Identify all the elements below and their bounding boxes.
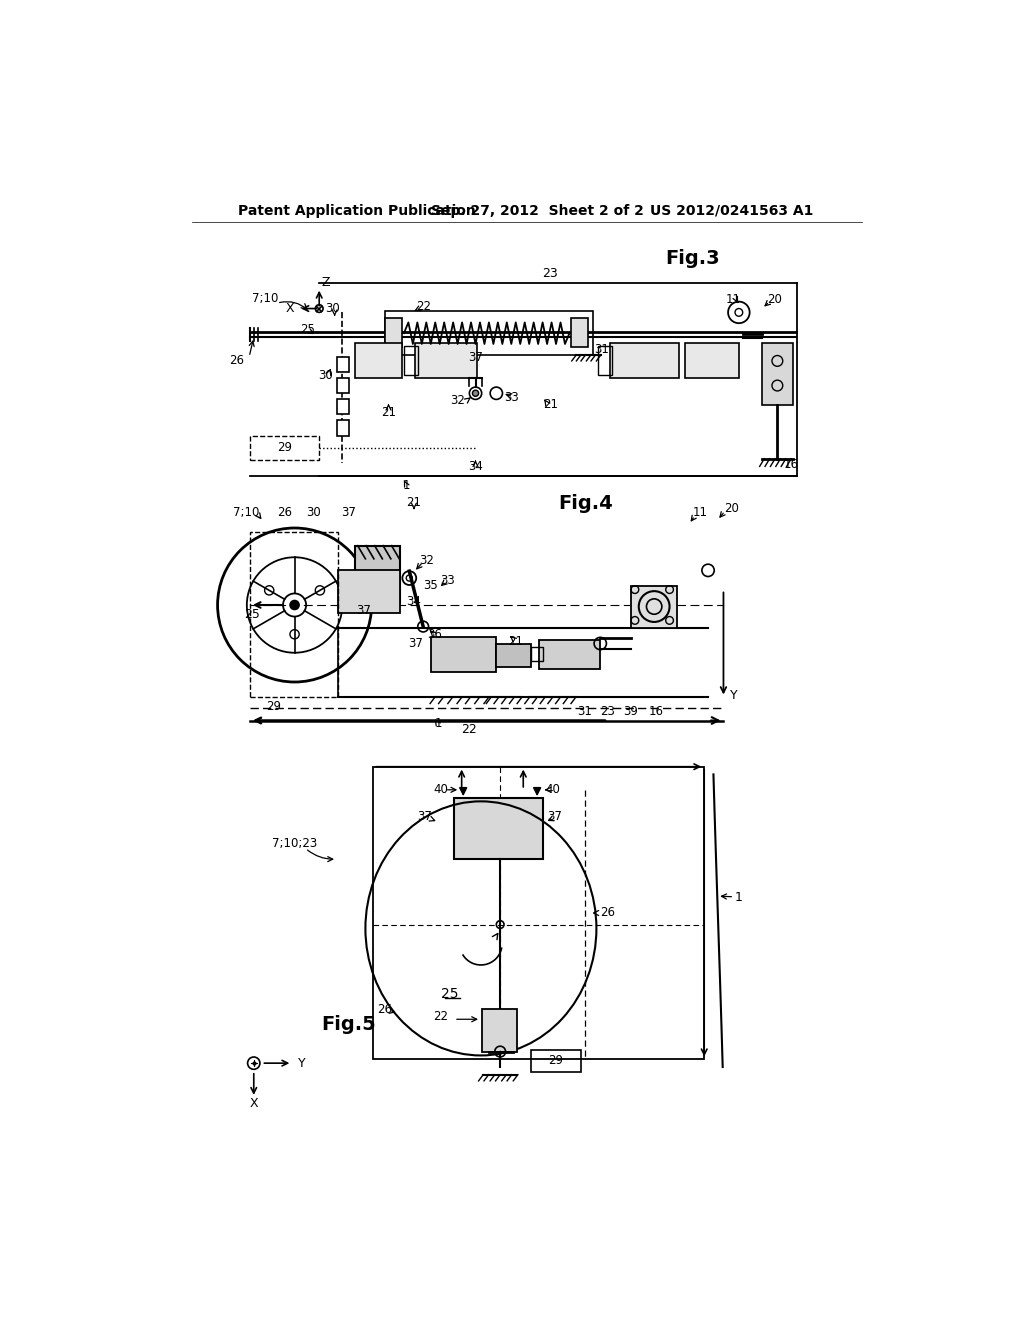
Text: 37: 37 [341, 506, 356, 519]
Text: 40: 40 [545, 783, 560, 796]
Text: Fig.4: Fig.4 [558, 494, 612, 513]
Text: 39: 39 [624, 705, 639, 718]
Text: 20: 20 [724, 502, 738, 515]
Text: 37: 37 [408, 638, 423, 649]
Bar [631, 586, 677, 628]
Text: 21: 21 [508, 635, 523, 648]
Text: 23: 23 [600, 705, 615, 718]
Bar [482, 1010, 517, 1052]
Text: 7;10: 7;10 [232, 506, 259, 519]
Bar [685, 343, 739, 378]
Text: 30: 30 [325, 302, 340, 315]
Text: 29: 29 [278, 441, 292, 454]
Text: 32: 32 [420, 554, 434, 566]
Text: Y: Y [730, 689, 737, 702]
Bar [539, 640, 600, 669]
Text: 23: 23 [543, 268, 558, 280]
Text: 7;10: 7;10 [252, 292, 279, 305]
Text: 25: 25 [245, 607, 260, 620]
Text: 37: 37 [417, 810, 432, 824]
Bar [416, 343, 477, 378]
Text: 26: 26 [228, 354, 244, 367]
Text: 25: 25 [441, 987, 459, 1001]
Text: 26: 26 [377, 1003, 392, 1016]
Text: 7;10;23: 7;10;23 [272, 837, 317, 850]
Circle shape [290, 601, 299, 610]
Text: 30: 30 [318, 370, 333, 381]
Text: 16: 16 [649, 705, 664, 718]
Bar [385, 312, 593, 355]
Text: 30: 30 [306, 506, 322, 519]
Text: 32: 32 [451, 395, 466, 408]
Text: 29: 29 [548, 1055, 563, 1068]
Text: 37: 37 [468, 351, 483, 363]
Text: Fig.5: Fig.5 [322, 1015, 376, 1034]
Text: 34: 34 [406, 594, 421, 607]
Text: 31: 31 [594, 343, 609, 356]
Bar [337, 399, 349, 414]
Bar [355, 545, 400, 603]
Circle shape [472, 391, 478, 396]
Text: Y: Y [298, 1056, 306, 1069]
Text: US 2012/0241563 A1: US 2012/0241563 A1 [650, 203, 814, 218]
Bar [250, 436, 319, 461]
Text: 25: 25 [300, 323, 315, 335]
Bar [609, 343, 679, 378]
Bar [337, 378, 349, 393]
Text: Patent Application Publication: Patent Application Publication [239, 203, 476, 218]
Bar [531, 1051, 581, 1072]
Text: 37: 37 [548, 810, 562, 824]
Text: 31: 31 [578, 705, 592, 718]
Text: Z: Z [322, 276, 330, 289]
Text: 16: 16 [783, 458, 799, 471]
Text: 22: 22 [416, 300, 431, 313]
Bar [454, 797, 543, 859]
Bar [431, 638, 497, 672]
Text: Fig.3: Fig.3 [666, 249, 720, 268]
Text: 34: 34 [468, 459, 483, 473]
Text: 20: 20 [767, 293, 781, 306]
Bar [250, 532, 339, 697]
Text: 1: 1 [435, 717, 442, 730]
Text: 11: 11 [693, 506, 708, 519]
Bar [355, 343, 401, 378]
Bar [385, 318, 401, 347]
Text: Sep. 27, 2012  Sheet 2 of 2: Sep. 27, 2012 Sheet 2 of 2 [431, 203, 644, 218]
Text: 37: 37 [356, 603, 372, 616]
Text: 36: 36 [427, 628, 442, 640]
Text: 21: 21 [543, 399, 558, 412]
Bar [337, 358, 349, 372]
Bar [571, 318, 588, 347]
Bar [531, 647, 543, 661]
Text: 11: 11 [726, 293, 741, 306]
Text: 33: 33 [440, 574, 456, 587]
Bar [337, 420, 349, 436]
Bar [339, 570, 400, 612]
Text: 21: 21 [381, 407, 396, 418]
Text: 33: 33 [505, 391, 519, 404]
Text: 26: 26 [278, 506, 292, 519]
Bar [497, 644, 531, 667]
Bar [598, 346, 611, 375]
Bar [762, 343, 793, 405]
Text: 35: 35 [424, 579, 438, 593]
Text: 21: 21 [407, 496, 422, 510]
Text: X: X [250, 1097, 258, 1110]
Text: 29: 29 [266, 700, 282, 713]
Text: 26: 26 [600, 907, 615, 920]
Bar [403, 346, 418, 375]
Bar [373, 767, 705, 1059]
Text: 22: 22 [462, 723, 477, 737]
Text: 1: 1 [402, 479, 410, 492]
Text: 22: 22 [433, 1010, 449, 1023]
Text: X: X [286, 302, 295, 315]
Text: 1: 1 [735, 891, 742, 904]
Text: 40: 40 [433, 783, 449, 796]
